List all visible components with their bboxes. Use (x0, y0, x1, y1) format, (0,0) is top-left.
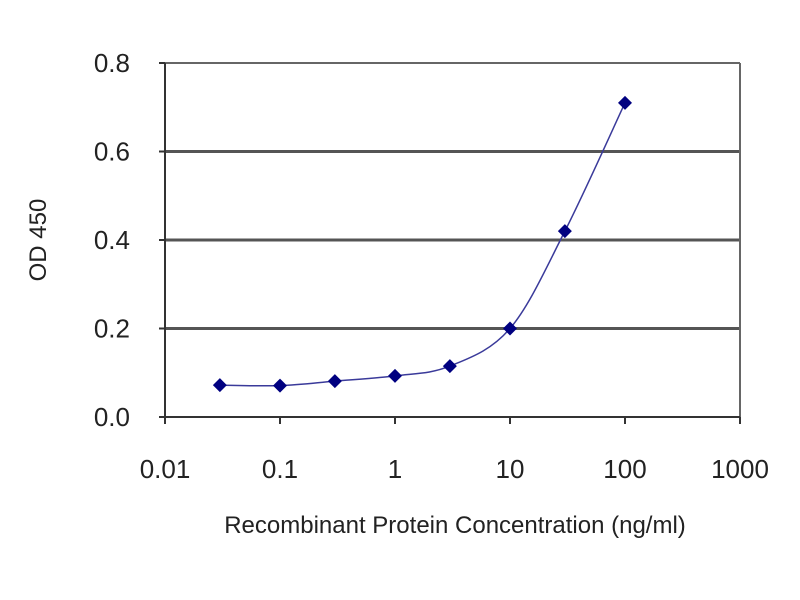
x-axis-label: Recombinant Protein Concentration (ng/ml… (224, 512, 686, 539)
y-tick-labels: 0.0 0.2 0.4 0.6 0.8 (94, 48, 130, 432)
x-tick-label: 100 (603, 454, 646, 484)
data-point-marker (388, 368, 402, 383)
x-tick-label: 0.01 (140, 454, 191, 484)
y-tick-label: 0.2 (94, 314, 130, 344)
axes (159, 62, 741, 424)
y-axis-label: OD 450 (25, 199, 52, 282)
y-tick-label: 0.4 (94, 225, 130, 255)
data-point-marker (442, 359, 457, 374)
x-tick-label: 1 (388, 454, 402, 484)
data-point-marker (273, 378, 287, 393)
x-tick-label: 1000 (711, 454, 769, 484)
y-tick-label: 0.0 (94, 402, 130, 432)
x-tick-label: 10 (496, 454, 525, 484)
data-point-marker (503, 321, 517, 336)
data-point-marker (212, 378, 227, 393)
data-point-marker (557, 224, 572, 239)
x-tick-labels: 0.01 0.1 1 10 100 1000 (140, 454, 769, 484)
series-curve (219, 102, 626, 387)
data-points (212, 95, 632, 393)
gridlines (165, 150, 740, 330)
y-tick-label: 0.8 (94, 48, 130, 78)
y-tick-label: 0.6 (94, 137, 130, 167)
data-point-marker (327, 374, 342, 389)
x-tick-label: 0.1 (262, 454, 298, 484)
data-point-marker (618, 95, 632, 110)
